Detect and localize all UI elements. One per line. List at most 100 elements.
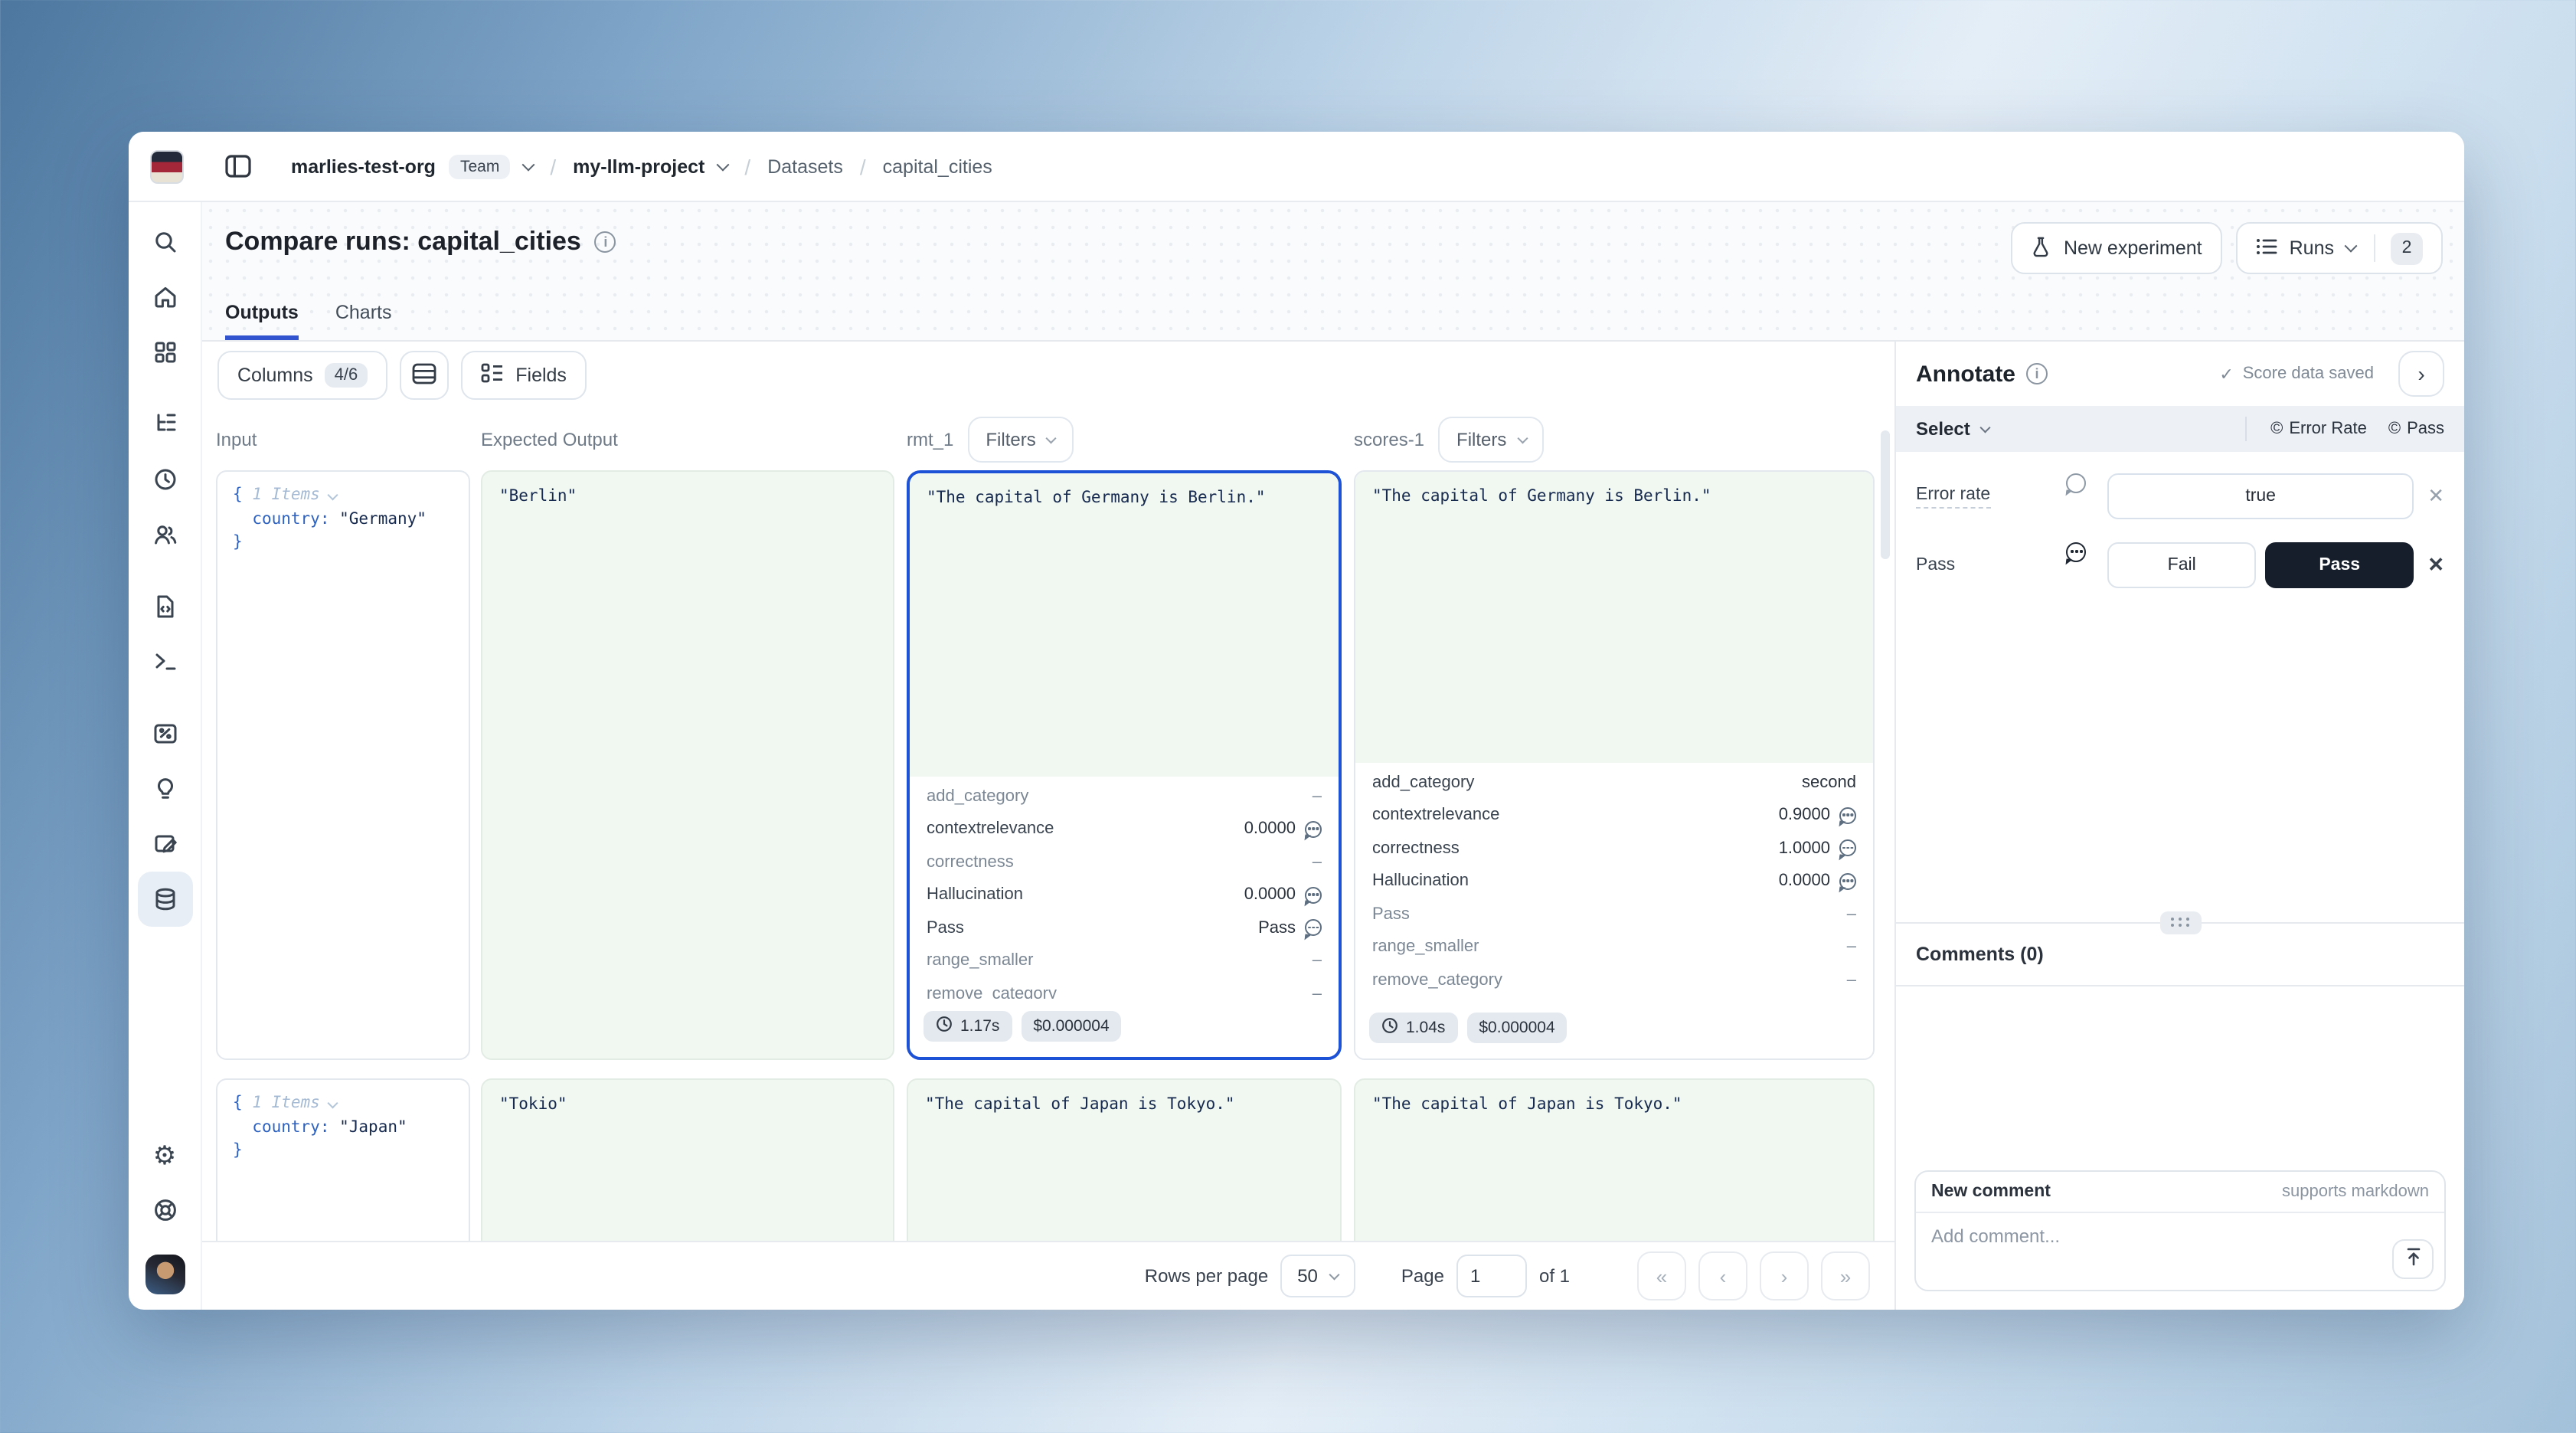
run-2-output-cell[interactable]: "The capital of Germany is Berlin." add_… — [1354, 470, 1875, 1060]
breadcrumb-project[interactable]: my-llm-project — [573, 155, 705, 177]
run-2-output-cell[interactable]: "The capital of Japan is Tokyo." — [1354, 1078, 1875, 1241]
drag-handle-icon[interactable] — [2159, 911, 2201, 934]
comment-input[interactable] — [1916, 1213, 2444, 1290]
metric-row[interactable]: contextrelevance 0.0000 — [927, 813, 1322, 846]
pass-option-button[interactable]: Pass — [2265, 542, 2414, 588]
column-header-expected[interactable]: Expected Output — [481, 429, 618, 450]
columns-button[interactable]: Columns 4/6 — [217, 351, 387, 400]
rows-per-page-select[interactable]: 50 — [1280, 1255, 1355, 1297]
metric-row[interactable]: range_smaller – — [927, 951, 1322, 970]
new-comment-card: New comment supports markdown — [1914, 1170, 2446, 1291]
run-1-filters-button[interactable]: Filters — [967, 417, 1074, 463]
page-number-input[interactable] — [1456, 1255, 1527, 1297]
users-icon[interactable] — [137, 507, 192, 562]
send-comment-button[interactable] — [2392, 1239, 2434, 1279]
expected-output-cell[interactable]: "Berlin" — [481, 470, 894, 1060]
runs-list-icon — [2256, 237, 2277, 260]
annotation-clipboard-icon[interactable] — [137, 816, 192, 872]
input-cell[interactable]: { 1 Items country: "Germany" } — [216, 470, 470, 1060]
chevron-down-icon[interactable] — [521, 157, 535, 171]
file-code-icon[interactable] — [137, 579, 192, 634]
last-page-button[interactable]: » — [1821, 1251, 1870, 1300]
metric-row[interactable]: correctness – — [927, 852, 1322, 872]
error-rate-chip[interactable]: © Error Rate — [2270, 420, 2367, 438]
pass-chip[interactable]: © Pass — [2388, 420, 2444, 438]
breadcrumb-current[interactable]: capital_cities — [882, 155, 992, 177]
comment-bubble-icon[interactable] — [1305, 820, 1322, 838]
new-experiment-button[interactable]: New experiment — [2011, 222, 2222, 274]
fail-option-button[interactable]: Fail — [2107, 542, 2257, 588]
error-rate-input[interactable] — [2107, 473, 2414, 519]
duration-badge[interactable]: 1.04s — [1369, 1013, 1458, 1043]
tab-outputs[interactable]: Outputs — [225, 302, 299, 340]
comment-bubble-icon[interactable] — [1305, 919, 1322, 937]
run-2-filters-button[interactable]: Filters — [1438, 417, 1545, 463]
metric-row[interactable]: Hallucination 0.0000 — [927, 878, 1322, 911]
chevron-down-icon[interactable] — [328, 489, 338, 499]
json-items-label[interactable]: 1 Items — [252, 486, 320, 504]
collapse-panel-button[interactable]: › — [2398, 351, 2444, 397]
tab-charts[interactable]: Charts — [335, 302, 392, 323]
trace-tree-icon[interactable] — [137, 397, 192, 452]
metric-row[interactable]: correctness 1.0000 — [1372, 832, 1856, 865]
breadcrumb-datasets[interactable]: Datasets — [767, 155, 843, 177]
duration-badge[interactable]: 1.17s — [924, 1011, 1012, 1042]
metric-row[interactable]: range_smaller – — [1372, 937, 1856, 957]
expected-output-cell[interactable]: "Tokio" — [481, 1078, 894, 1241]
next-page-button[interactable]: › — [1760, 1251, 1809, 1300]
chevron-down-icon[interactable] — [716, 157, 730, 171]
metric-row[interactable]: Pass – — [1372, 905, 1856, 924]
run-1-name[interactable]: rmt_1 — [907, 429, 954, 450]
gear-icon[interactable]: ⚙ — [152, 1140, 177, 1170]
metric-row[interactable]: remove_category – — [1372, 970, 1856, 990]
metric-row[interactable]: remove_category – — [927, 984, 1322, 1000]
column-header-input[interactable]: Input — [216, 429, 257, 450]
terminal-icon[interactable] — [137, 634, 192, 689]
history-clock-icon[interactable] — [137, 452, 192, 507]
comment-bubble-icon[interactable] — [1839, 872, 1856, 890]
input-cell[interactable]: { 1 Items country: "Japan" } — [216, 1078, 470, 1241]
metric-row[interactable]: add_category second — [1372, 773, 1856, 792]
chevron-down-icon[interactable] — [328, 1097, 338, 1107]
comment-bubble-icon[interactable] — [1305, 886, 1322, 904]
org-logo[interactable] — [150, 149, 184, 183]
metric-row[interactable]: add_category – — [927, 787, 1322, 806]
board-icon[interactable] — [137, 706, 192, 761]
run-2-name[interactable]: scores-1 — [1354, 429, 1425, 450]
info-icon[interactable]: i — [2026, 363, 2048, 384]
first-page-button[interactable]: « — [1637, 1251, 1686, 1300]
fields-button[interactable]: Fields — [460, 351, 587, 400]
comment-bubble-icon[interactable] — [2066, 473, 2087, 492]
close-icon[interactable]: ✕ — [2427, 484, 2444, 507]
runs-count-badge[interactable]: 2 — [2391, 232, 2423, 264]
run-1-output-cell-selected[interactable]: "The capital of Germany is Berlin." add_… — [907, 470, 1342, 1060]
runs-button[interactable]: Runs 2 — [2235, 222, 2443, 274]
comment-bubble-icon[interactable] — [1839, 806, 1856, 824]
close-icon[interactable]: ✕ — [2427, 553, 2444, 576]
home-icon[interactable] — [137, 270, 192, 325]
cost-badge[interactable]: $0.000004 — [1021, 1011, 1122, 1042]
json-items-label[interactable]: 1 Items — [252, 1094, 320, 1112]
grid-icon[interactable] — [137, 325, 192, 380]
lifebuoy-icon[interactable] — [137, 1183, 192, 1238]
prev-page-button[interactable]: ‹ — [1698, 1251, 1747, 1300]
metric-row[interactable]: Pass Pass — [927, 911, 1322, 944]
info-icon[interactable]: i — [594, 231, 616, 253]
run-1-output-cell[interactable]: "The capital of Japan is Tokyo." — [907, 1078, 1342, 1241]
divider — [2374, 234, 2375, 262]
vertical-scrollbar-thumb[interactable] — [1881, 430, 1890, 559]
lightbulb-icon[interactable] — [137, 761, 192, 816]
search-icon[interactable] — [137, 214, 192, 270]
breadcrumb-separator: / — [859, 154, 866, 178]
breadcrumb-org[interactable]: marlies-test-org — [291, 155, 436, 177]
metric-row[interactable]: Hallucination 0.0000 — [1372, 865, 1856, 898]
comment-bubble-icon[interactable] — [2066, 541, 2087, 561]
database-icon[interactable] — [137, 872, 192, 927]
sidebar-toggle-icon[interactable] — [225, 155, 251, 178]
comment-bubble-icon[interactable] — [1839, 839, 1856, 857]
select-dropdown[interactable]: Select — [1916, 418, 1991, 440]
metric-row[interactable]: contextrelevance 0.9000 — [1372, 799, 1856, 832]
row-height-button[interactable] — [399, 351, 449, 400]
cost-badge[interactable]: $0.000004 — [1466, 1013, 1568, 1043]
user-avatar[interactable] — [145, 1255, 185, 1294]
